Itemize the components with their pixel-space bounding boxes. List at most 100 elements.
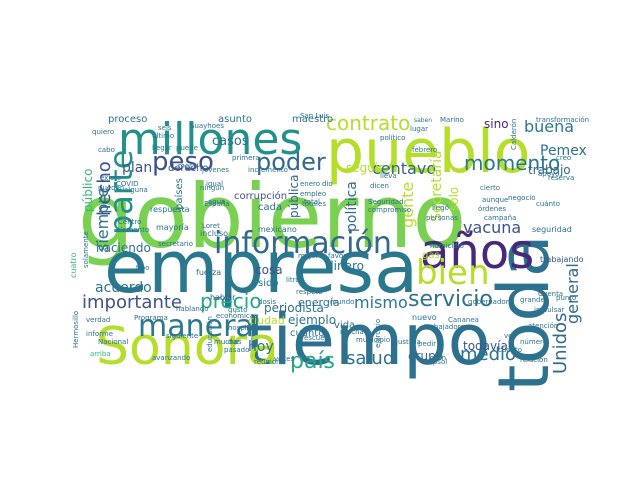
word-grandes: grandes [520, 296, 549, 304]
word-san-luis: San Luis [300, 112, 330, 120]
word-bien: bien [416, 253, 490, 293]
word-pemex: Pemex [540, 143, 587, 159]
word-contrato: contrato [326, 111, 410, 135]
word-gobierno: gobierno [78, 165, 466, 268]
word-gran: gran [430, 354, 446, 362]
word-cuanto: cuánto [498, 346, 522, 354]
word-ejemplo: ejemplo [288, 313, 336, 327]
word-seguir: seguir [346, 161, 383, 175]
word-tiempo: tiempo [245, 299, 490, 381]
word-lleva: lleva [380, 172, 397, 180]
word-trabajando: trabajando [540, 255, 584, 264]
word-momento: momento [464, 151, 560, 175]
word-incluso: incluso [200, 229, 228, 238]
word-reunion: reunión [254, 358, 281, 366]
word-quiero: quiero [92, 128, 114, 136]
word-educacion: educación [206, 316, 214, 352]
word-grupo: grupo [408, 349, 443, 363]
word-hablando: hablando [176, 305, 209, 313]
word-importante: importante [82, 292, 182, 313]
word-sonora: Sonora [96, 317, 279, 377]
word-cananea: Cananea [448, 316, 479, 324]
word-apoyo: apoyo [538, 170, 559, 178]
word-lugar: lugar [410, 125, 428, 133]
word-politica: política [344, 181, 360, 232]
word-trabajadores: trabajadores [424, 323, 469, 331]
word-toda: toda [483, 234, 565, 392]
word-loret: Loret [202, 222, 220, 230]
word-negocio: negocio [508, 194, 536, 202]
word-ultimo: último [152, 132, 174, 140]
word-trabajo: trabajo [528, 163, 571, 177]
word-aunque: aunque [482, 196, 508, 204]
word-dinero: dinero [326, 259, 364, 273]
word-acuerdo: acuerdo [95, 280, 152, 296]
word-plan: plan [122, 160, 152, 176]
word-marino: Marino [440, 116, 464, 124]
word-ejercicio: ejercicio [374, 319, 382, 348]
word-covid: COVID [116, 180, 139, 188]
word-siguiente: siguiente [166, 332, 198, 340]
word-nuevo: nuevo [412, 313, 437, 322]
word-ordenes: órdenes [478, 205, 507, 213]
word-saben: saben [414, 117, 432, 124]
word-febrero: febrero [412, 146, 437, 154]
word-publica: pública [287, 175, 301, 218]
word-cada: cada [258, 202, 282, 213]
word-seguridad: seguridad [532, 225, 572, 234]
word-respeto: respeto [296, 288, 322, 296]
word-espana: España [204, 200, 230, 208]
word-mismo: mismo [354, 293, 408, 312]
word-pasado: pasado [224, 346, 249, 354]
word-repsol: Repsol [424, 358, 447, 366]
word-hermosillo: Hermosillo [72, 311, 80, 348]
word-cosa: cosa [255, 263, 283, 277]
word-salud: salud [346, 348, 394, 369]
word-gas: gas [422, 250, 440, 261]
word-vida: vida [334, 320, 355, 331]
word-calderon: Calderón [510, 119, 518, 150]
word-pedir: pedir [418, 340, 436, 348]
word-existe: existe [100, 174, 121, 182]
word-solamente: solamente [82, 231, 90, 268]
word-pais: país [290, 349, 335, 374]
word-mayoria: mayoría [156, 223, 189, 232]
word-verdad: verdad [86, 316, 110, 324]
word-mundo: mundo [330, 298, 354, 306]
word-personas: personas [426, 214, 458, 222]
word-favor: favor [328, 252, 346, 260]
word-anos: años [420, 224, 534, 280]
word-empleo: empleo [300, 190, 326, 198]
word-reserva: reserva [548, 174, 574, 182]
word-nacional: Nacional [98, 338, 128, 346]
word-programa: Programa [134, 314, 168, 322]
word-poder: poder [256, 148, 326, 176]
word-vez: vez [504, 332, 516, 340]
word-jovenes: jóvenes [201, 166, 229, 174]
word-casos: casos [212, 134, 249, 149]
word-dio: dio [322, 180, 333, 188]
word-secretario: secretario [158, 240, 193, 248]
word-secretaria: Secretaría [429, 150, 445, 222]
word-dar: dar [228, 338, 240, 346]
word-peso: peso [152, 147, 214, 177]
word-agua: agua [208, 198, 225, 206]
word-mucha: mucha [340, 328, 364, 336]
word-gente: gente [398, 182, 417, 228]
word-centavo: centavo [372, 159, 436, 178]
word-atencion: atención [528, 322, 558, 330]
word-justicia: justicia [395, 338, 421, 346]
word-pueden: pueden [98, 184, 124, 192]
word-asunto: asunto [218, 114, 252, 125]
word-sido: sido [258, 278, 278, 289]
word-enero: enero [300, 180, 320, 188]
word-politico: político [380, 134, 405, 142]
word-solo: solo [447, 187, 461, 211]
word-buena: buena [524, 117, 574, 136]
word-litro: litro [286, 276, 300, 284]
word-cierto: cierto [480, 184, 500, 192]
word-maestro: maestro [292, 114, 333, 125]
word-corrupcion: corrupción [234, 190, 287, 202]
